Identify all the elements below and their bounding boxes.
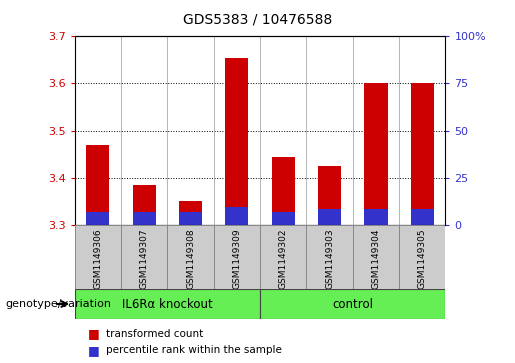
Bar (260, 225, 306, 289)
Text: transformed count: transformed count (106, 329, 203, 339)
Text: GSM1149302: GSM1149302 (279, 228, 288, 289)
Bar (133, 212, 156, 225)
Text: percentile rank within the sample: percentile rank within the sample (106, 345, 282, 355)
Bar (226, 58, 248, 225)
Bar (226, 207, 248, 225)
Bar (179, 201, 202, 225)
Text: GSM1149306: GSM1149306 (93, 228, 102, 289)
Bar (364, 83, 387, 225)
Bar (364, 209, 387, 225)
Text: GDS5383 / 10476588: GDS5383 / 10476588 (183, 13, 332, 27)
Bar (318, 209, 341, 225)
Bar (353, 225, 399, 289)
Bar (410, 83, 434, 225)
Text: GSM1149304: GSM1149304 (371, 228, 381, 289)
Text: GSM1149307: GSM1149307 (140, 228, 149, 289)
Bar (179, 212, 202, 225)
Text: control: control (332, 298, 373, 310)
Bar (260, 289, 445, 319)
Bar (272, 157, 295, 225)
Bar (86, 212, 109, 225)
Bar (410, 209, 434, 225)
Bar (399, 225, 445, 289)
Bar (272, 212, 295, 225)
Text: ■: ■ (88, 327, 99, 340)
Bar (167, 225, 214, 289)
Text: GSM1149309: GSM1149309 (232, 228, 242, 289)
Text: GSM1149303: GSM1149303 (325, 228, 334, 289)
Bar (86, 145, 109, 225)
Bar (75, 289, 260, 319)
Text: IL6Rα knockout: IL6Rα knockout (122, 298, 213, 310)
Bar (121, 225, 167, 289)
Text: GSM1149308: GSM1149308 (186, 228, 195, 289)
Bar (306, 225, 353, 289)
Text: GSM1149305: GSM1149305 (418, 228, 427, 289)
Text: genotype/variation: genotype/variation (5, 299, 111, 309)
Bar (133, 185, 156, 225)
Bar (318, 166, 341, 225)
Text: ■: ■ (88, 344, 99, 357)
Bar (75, 225, 121, 289)
Bar (214, 225, 260, 289)
